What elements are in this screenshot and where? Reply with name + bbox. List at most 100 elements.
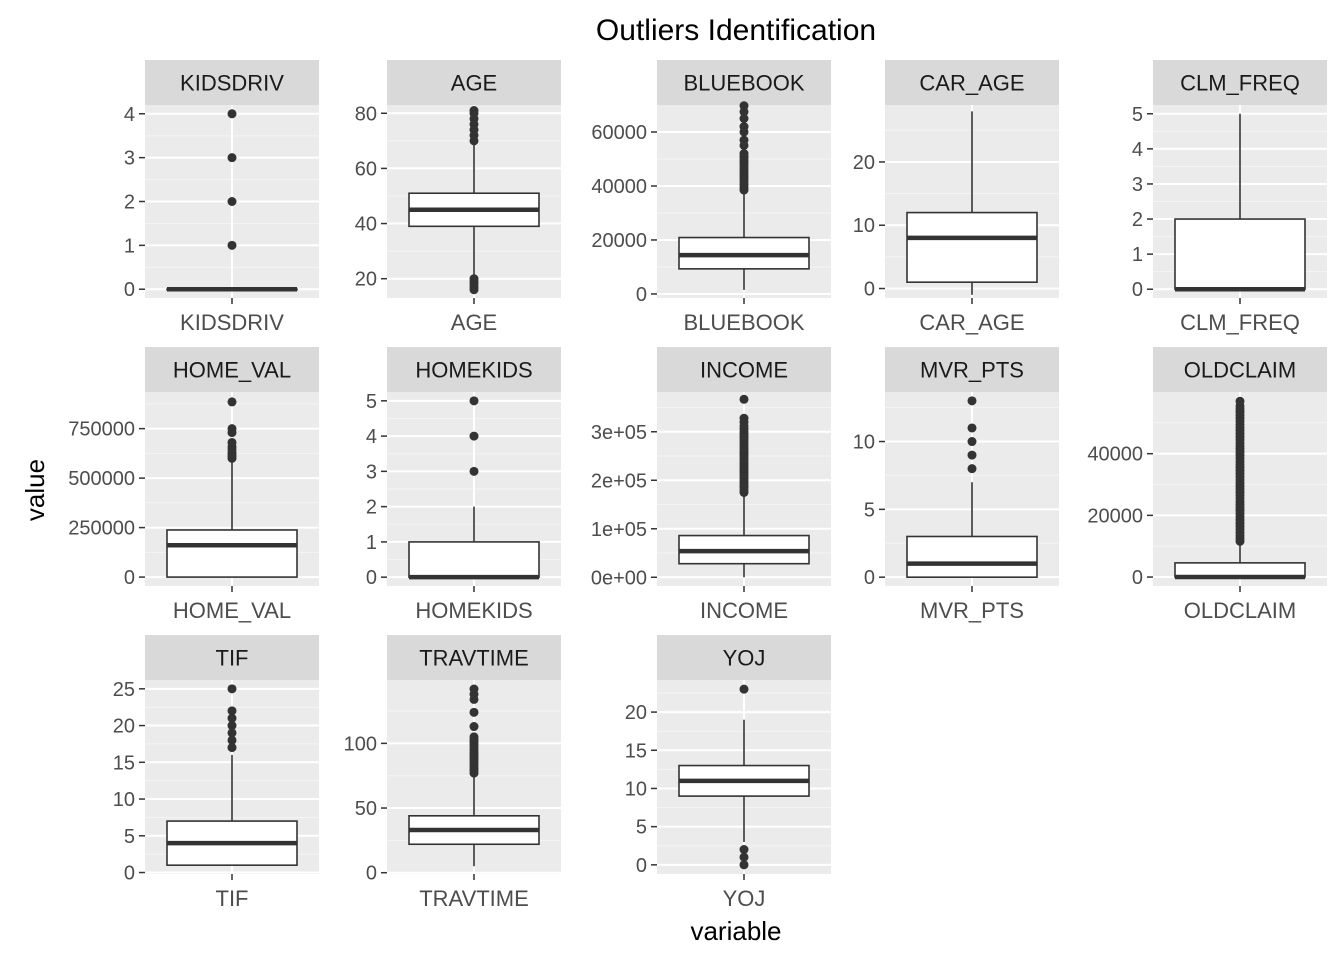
panel-age: AGE 20 40 60 80 AGE — [355, 60, 561, 335]
outlier-point — [469, 722, 479, 732]
strip-label: CLM_FREQ — [1180, 71, 1300, 96]
y-tick-label: 20 — [355, 269, 377, 291]
strip-label: CAR_AGE — [919, 71, 1024, 96]
panel-oldclaim: OLDCLAIM 0 20000 40000 OLDCLAIM — [1087, 347, 1327, 623]
y-tick-label: 3 — [1132, 174, 1143, 196]
iqr-box — [166, 529, 298, 578]
outlier-point — [227, 109, 237, 119]
x-tick-label: CAR_AGE — [919, 310, 1024, 335]
y-tick-label: 500000 — [68, 468, 135, 490]
outlier-point — [739, 149, 749, 159]
panel-travtime: TRAVTIME 0 50 100 TRAVTIME — [344, 635, 561, 911]
outlier-point — [227, 424, 237, 434]
x-tick-label: INCOME — [700, 598, 788, 623]
x-axis-label: variable — [690, 916, 781, 946]
strip-oldclaim — [1153, 347, 1327, 392]
strip-kidsdriv — [145, 60, 319, 105]
y-tick-label: 0 — [124, 863, 135, 885]
outlier-point — [227, 721, 237, 731]
y-tick-label: 1 — [366, 532, 377, 554]
y-tick-label: 0 — [1132, 567, 1143, 589]
y-tick-label: 100 — [344, 733, 377, 755]
iqr-box — [906, 211, 1038, 283]
y-tick-label: 0 — [636, 855, 647, 877]
outlier-point — [469, 274, 479, 284]
x-tick-label: YOJ — [723, 886, 766, 911]
panel-home-val: HOME_VAL 0 250000 500000 750000 HOME_VAL — [68, 347, 319, 623]
outlier-point — [227, 240, 237, 250]
strip-label: HOMEKIDS — [415, 358, 532, 383]
facet-panels: KIDSDRIV01234KIDSDRIVAGE20406080AGEBLUEB… — [68, 60, 1327, 911]
x-tick-label: AGE — [451, 310, 497, 335]
y-tick-label: 20 — [625, 702, 647, 724]
strip-home-val — [145, 347, 319, 392]
strip-label: TIF — [216, 646, 249, 671]
y-tick-label: 0 — [366, 863, 377, 885]
outlier-point — [739, 135, 749, 145]
strip-tif — [145, 635, 319, 680]
y-tick-label: 20 — [853, 152, 875, 174]
panel-mvr-pts: MVR_PTS 0 5 10 MVR_PTS — [853, 347, 1059, 623]
strip-label: KIDSDRIV — [180, 71, 284, 96]
x-tick-label: OLDCLAIM — [1184, 598, 1296, 623]
iqr-box — [408, 541, 540, 578]
y-tick-label: 4 — [1132, 139, 1143, 161]
outlier-point — [967, 437, 977, 447]
outlier-point — [469, 396, 479, 406]
y-tick-label: 5 — [124, 826, 135, 848]
y-tick-label: 40 — [355, 214, 377, 236]
strip-bluebook — [657, 60, 831, 105]
y-tick-label: 5 — [864, 499, 875, 521]
outlier-point — [469, 684, 479, 694]
panel-yoj: YOJ 0 5 10 15 20 YOJ — [625, 635, 831, 911]
panel-clm-freq: CLM_FREQ 0 1 2 3 4 5 CLM_FREQ — [1132, 60, 1327, 335]
y-tick-label: 25 — [113, 679, 135, 701]
strip-label: MVR_PTS — [920, 358, 1024, 383]
outlier-point — [469, 707, 479, 717]
outlier-point — [469, 106, 479, 116]
outlier-point — [967, 396, 977, 406]
strip-label: TRAVTIME — [419, 646, 529, 671]
outlier-point — [739, 122, 749, 132]
strip-label: HOME_VAL — [173, 358, 291, 383]
iqr-box — [906, 535, 1038, 578]
outlier-point — [227, 713, 237, 723]
outlier-point — [1235, 396, 1245, 406]
outlier-point — [227, 743, 237, 753]
y-tick-label: 60 — [355, 158, 377, 180]
y-tick-label: 2e+05 — [591, 470, 647, 492]
y-axis-label: value — [20, 459, 50, 521]
y-tick-label: 5 — [366, 391, 377, 413]
outlier-point — [739, 852, 749, 862]
x-tick-label: KIDSDRIV — [180, 310, 284, 335]
outlier-point — [739, 684, 749, 694]
outlier-point — [739, 394, 749, 404]
strip-travtime — [387, 635, 561, 680]
outlier-point — [967, 423, 977, 433]
y-tick-label: 1 — [1132, 244, 1143, 266]
y-tick-label: 40000 — [1087, 444, 1143, 466]
x-tick-label: TRAVTIME — [419, 886, 529, 911]
chart-title: Outliers Identification — [596, 14, 876, 47]
y-tick-label: 3e+05 — [591, 422, 647, 444]
panel-car-age: CAR_AGE 0 10 20 CAR_AGE — [853, 60, 1059, 335]
outlier-point — [739, 860, 749, 870]
outlier-point — [739, 101, 749, 111]
outlier-point — [739, 413, 749, 423]
y-tick-label: 50 — [355, 798, 377, 820]
y-tick-label: 10 — [853, 215, 875, 237]
y-tick-label: 0 — [124, 279, 135, 301]
outlier-point — [227, 735, 237, 745]
y-tick-label: 250000 — [68, 518, 135, 540]
panel-bluebook: BLUEBOOK 0 20000 40000 60000 BLUEBOOK — [591, 60, 831, 335]
x-tick-label: CLM_FREQ — [1180, 310, 1300, 335]
outlier-point — [227, 153, 237, 163]
y-tick-label: 4 — [366, 426, 377, 448]
y-tick-label: 0 — [1132, 279, 1143, 301]
outlier-point — [967, 450, 977, 460]
outlier-point — [227, 684, 237, 694]
y-tick-label: 0e+00 — [591, 567, 647, 589]
strip-yoj — [657, 635, 831, 680]
y-tick-label: 10 — [853, 432, 875, 454]
